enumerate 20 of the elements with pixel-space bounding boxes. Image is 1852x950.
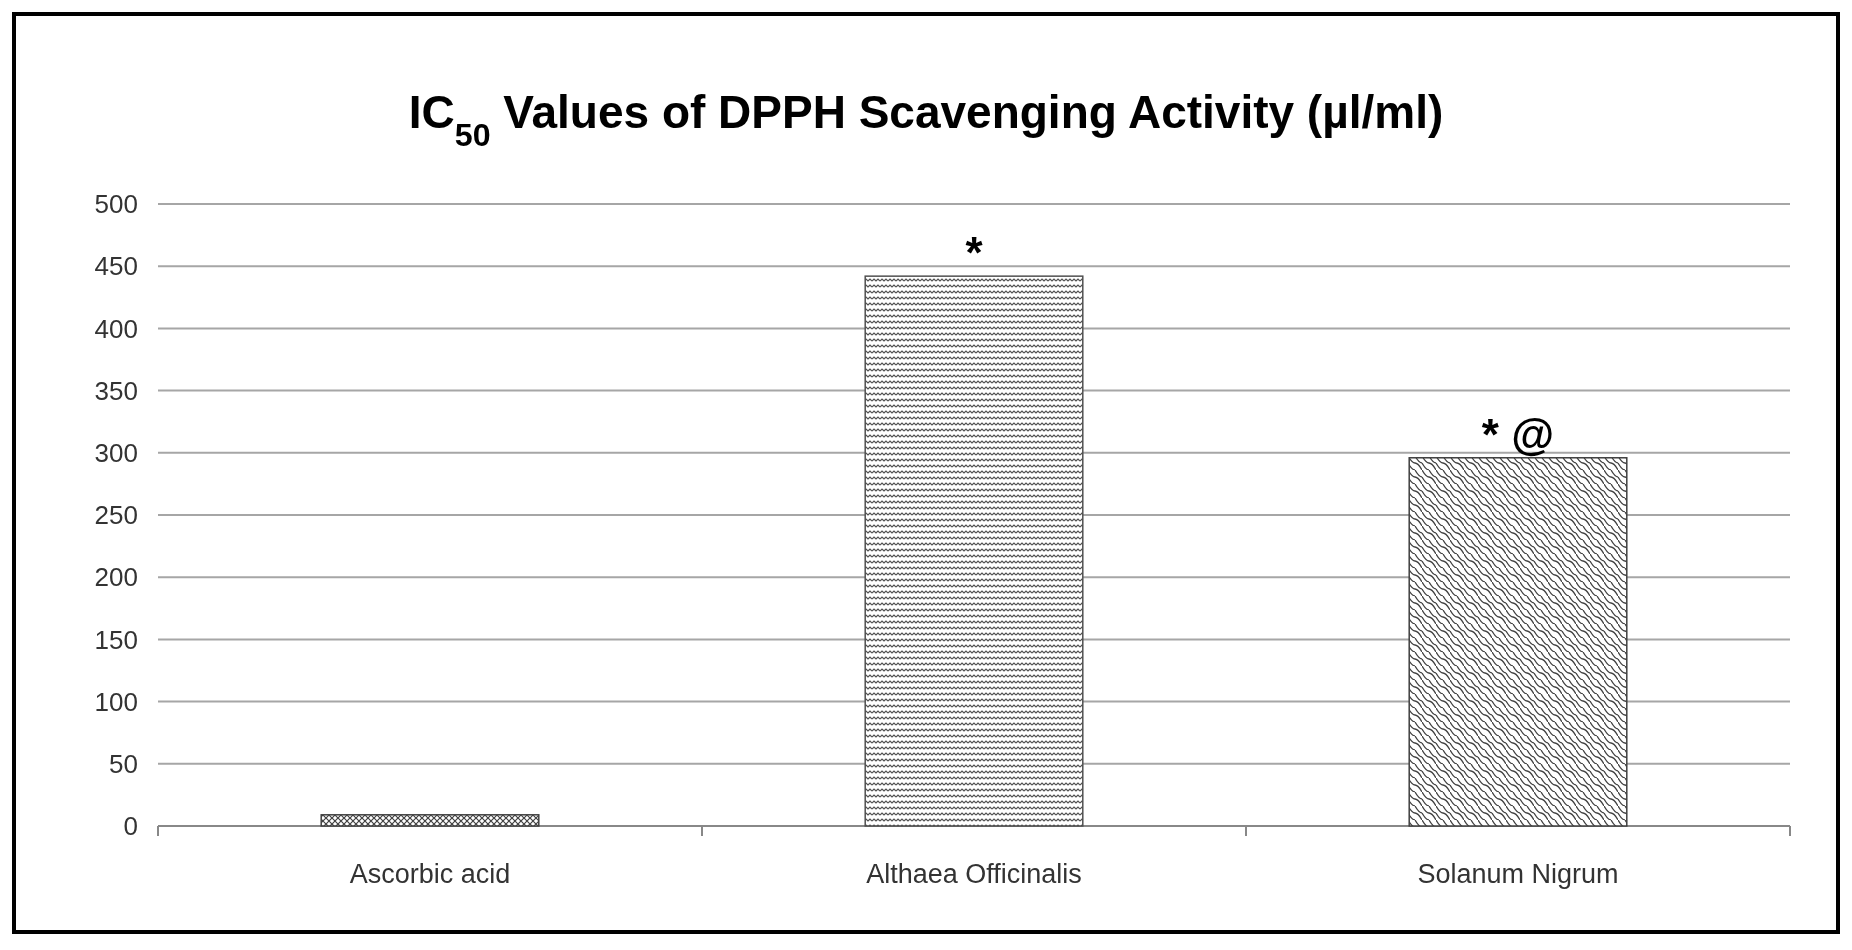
bar bbox=[320, 814, 540, 827]
y-tick-label: 350 bbox=[94, 375, 138, 406]
bar bbox=[864, 275, 1084, 827]
y-tick-label: 450 bbox=[94, 251, 138, 282]
annotation: * @ bbox=[1481, 409, 1555, 459]
x-tick-label: Ascorbic acid bbox=[349, 859, 511, 889]
y-tick-label: 100 bbox=[94, 686, 138, 717]
y-tick-label: 400 bbox=[94, 313, 138, 344]
y-tick-label: 0 bbox=[123, 811, 138, 842]
annotation: * bbox=[965, 228, 984, 278]
x-tick-label: Althaea Officinalis bbox=[866, 859, 1082, 889]
y-tick-label: 200 bbox=[94, 562, 138, 593]
y-tick-label: 150 bbox=[94, 624, 138, 655]
chart-title: IC$_{50}$ Values of DPPH Scavenging Activity (µl/ml) bbox=[408, 86, 1444, 153]
y-tick-label: 500 bbox=[94, 189, 138, 220]
x-tick-label: Solanum Nigrum bbox=[1417, 859, 1619, 889]
y-tick-label: 50 bbox=[109, 748, 138, 779]
bar bbox=[1408, 457, 1628, 827]
y-tick-label: 300 bbox=[94, 437, 138, 468]
y-tick-label: 250 bbox=[94, 500, 138, 531]
